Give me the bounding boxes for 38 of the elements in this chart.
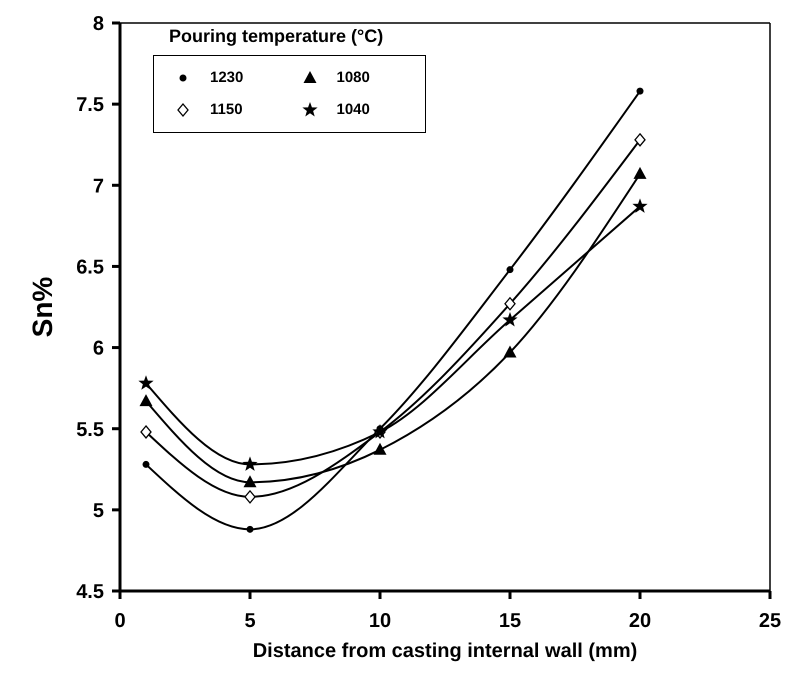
- x-tick-label: 10: [368, 610, 392, 632]
- point: [246, 526, 254, 533]
- point: [502, 312, 518, 326]
- legend-title: Pouring temperature (°C): [169, 26, 384, 47]
- point: [504, 297, 516, 310]
- y-tick-label: 7.5: [76, 94, 104, 116]
- point: [374, 442, 386, 455]
- y-tick-label: 6.5: [76, 256, 104, 279]
- y-tick-label: 4.5: [76, 581, 104, 604]
- point: [244, 490, 256, 504]
- legend-label: 1080: [336, 68, 370, 86]
- x-axis-title: Distance from casting internal wall (mm): [252, 640, 638, 662]
- point: [632, 198, 648, 213]
- point: [138, 375, 154, 390]
- point: [140, 394, 152, 406]
- point: [244, 475, 256, 488]
- legend-label: 1150: [210, 100, 243, 118]
- y-tick-label: 5: [92, 500, 104, 522]
- point: [142, 460, 150, 468]
- x-tick-label: 25: [758, 610, 782, 632]
- legend-label: 1040: [336, 100, 370, 118]
- y-tick-label: 5.5: [76, 418, 104, 441]
- point: [242, 456, 258, 471]
- y-axis-title: Sn%: [26, 276, 58, 338]
- x-tick-label: 15: [498, 610, 522, 632]
- legend-label: 1230: [210, 68, 244, 86]
- point: [636, 88, 644, 95]
- point: [506, 266, 514, 274]
- x-tick-label: 0: [114, 610, 126, 632]
- point: [504, 345, 516, 358]
- x-tick-label: 20: [628, 610, 652, 632]
- point: [140, 425, 152, 439]
- x-tick-label: 5: [244, 610, 256, 632]
- point: [634, 166, 646, 179]
- point: [634, 133, 646, 146]
- y-tick-label: 7: [92, 175, 104, 198]
- y-tick-label: 8: [92, 13, 104, 36]
- y-tick-label: 6: [92, 338, 104, 360]
